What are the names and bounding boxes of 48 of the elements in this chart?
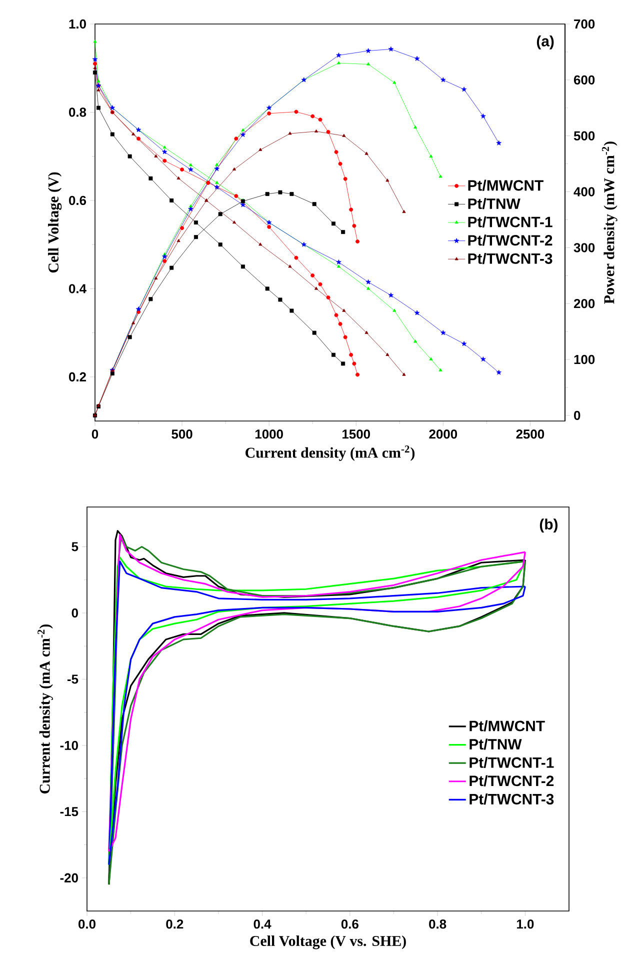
y2-tick-label: 700 [574,19,595,29]
annotation: (b) [540,518,558,533]
x-tick-label: 500 [172,430,192,439]
x-tick-label: 0.6 [341,920,358,929]
legend-label: Pt/TWCNT-2 [468,234,552,246]
y2-tick-label: 600 [574,75,595,84]
legend-label: Pt/TWCNT-1 [468,216,552,228]
y-tick-label: -10 [60,740,78,750]
y-axis-title: Current density (mA cm$^{-2}$) [38,624,53,794]
y-tick-label: -15 [60,807,78,816]
x-tick-label: 0.0 [78,920,96,929]
y2-tick-label: 500 [574,131,595,140]
x-tick-label: 0.4 [254,920,272,929]
legend-label: Pt/TWCNT-2 [470,775,554,786]
y2-tick-label: 400 [574,187,595,196]
legend-label: Pt/TWCNT-3 [470,794,554,805]
x-tick-label: 1500 [342,430,370,439]
x-axis-title: Current density (mA cm$^{-2}$) [246,446,415,461]
y-tick-label: 5 [72,542,78,552]
y-tick-label: 0 [72,608,78,618]
x-axis-title: Cell Voltage (V vs. SHE) [250,936,406,950]
y2-tick-label: 0 [574,410,580,420]
x-tick-label: 0.8 [429,920,446,929]
y-tick-label: -20 [60,873,78,882]
legend-label: Pt/TNW [468,198,520,210]
y-tick-label: 1.0 [69,19,86,29]
legend-label: Pt/TWCNT-1 [470,756,554,768]
y-tick-label: 0.8 [69,108,86,117]
x-tick-label: 2000 [429,430,458,439]
y2-tick-label: 300 [574,243,595,252]
legend-label: Pt/MWCNT [468,180,544,191]
x-tick-label: 0 [92,430,98,439]
legend-label: Pt/MWCNT [470,720,545,732]
x-tick-label: 1.0 [516,920,534,929]
y2-tick-label: 200 [574,298,595,308]
legend-label: Pt/TNW [470,738,522,750]
y-tick-label: 0.6 [69,196,86,206]
annotation: (a) [536,35,554,50]
y-tick-label: 0.4 [69,284,86,294]
y2-tick-label: 100 [574,354,595,364]
y-tick-label: 0.2 [69,372,86,382]
y2-axis-title: Power density (mW cm$^{-2}$) [602,142,618,304]
x-tick-label: 2500 [516,430,544,439]
legend-label: Pt/TWCNT-3 [468,252,552,264]
x-tick-label: 1000 [255,430,283,439]
x-tick-label: 0.2 [166,920,184,929]
y-axis-title: Cell Voltage (V) [48,172,62,273]
y-tick-label: -5 [67,674,78,684]
